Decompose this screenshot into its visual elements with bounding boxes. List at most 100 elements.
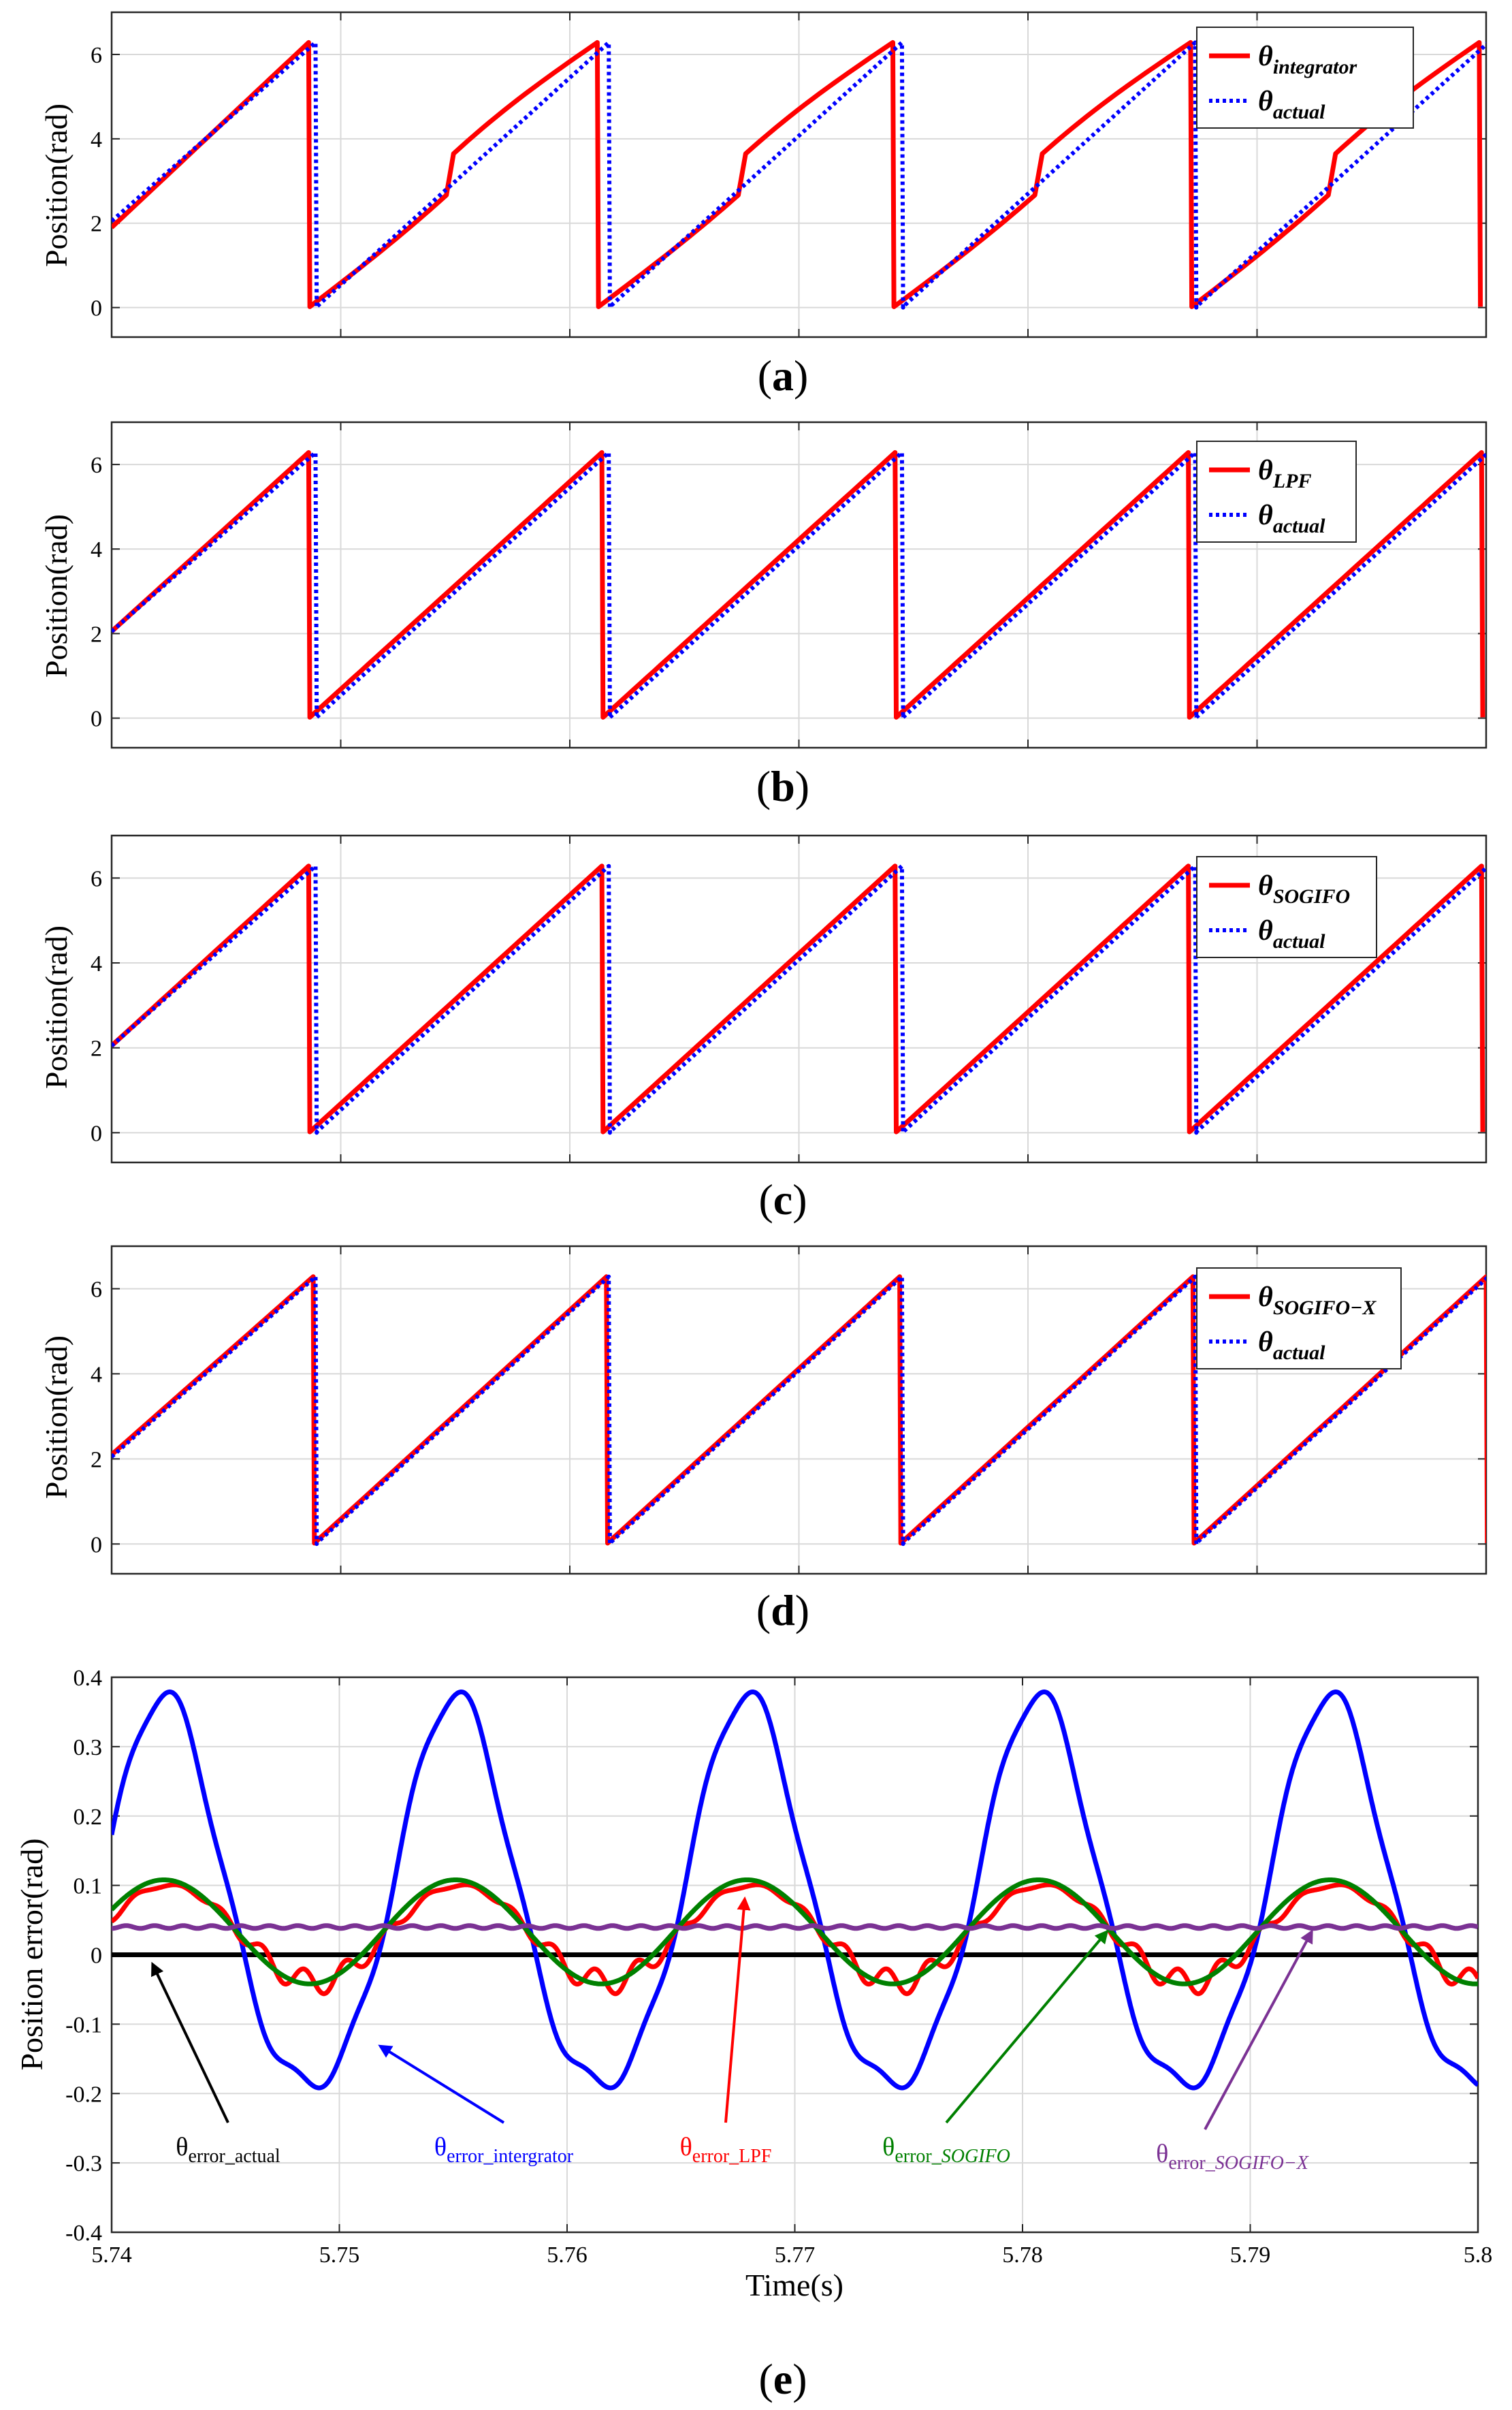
legend-symbol: θ [1258, 915, 1273, 947]
panel-e: -0.4 -0.3 -0.2 -0.1 0 0.1 0.2 0.3 0.4 5.74 5.75 5.7… [65, 1666, 1492, 2403]
ylabel-d: Position(rad) [39, 1335, 74, 1499]
annotation-label: θerror_SOGIFO [882, 2133, 1010, 2167]
ytick-label: 2 [91, 1447, 102, 1472]
legend-symbol: θ [1258, 1282, 1273, 1313]
series-layer [112, 39, 1486, 310]
caption-a: (a) [758, 351, 809, 400]
annotation-symbol: θ [882, 2133, 895, 2161]
ytick-label: 2 [91, 212, 102, 237]
xtick-label: 5.74 [91, 2242, 132, 2268]
annotation-symbol: θ [176, 2133, 188, 2161]
annotation-symbol: θ [434, 2133, 447, 2161]
series-θ_actual [112, 863, 1486, 1135]
legend-box [1196, 27, 1414, 129]
annotation-symbol: θ [1156, 2140, 1168, 2168]
caption-close: ) [792, 2355, 807, 2403]
ytick-label: -0.1 [65, 2012, 102, 2038]
annotation-arrow [378, 2044, 505, 2124]
ytick-label: 0 [91, 707, 102, 732]
caption-letter: b [771, 762, 795, 810]
annotation-subscript-italic: SOGIFO [942, 2146, 1010, 2167]
ytick-label: 6 [91, 866, 102, 891]
series-θ_actual [112, 40, 1486, 310]
annotation-arrow [724, 1896, 751, 2123]
legend-subscript: LPF [1272, 470, 1312, 492]
caption-open: ( [758, 2355, 773, 2403]
xtick-label: 5.8 [1464, 2242, 1493, 2268]
caption-open: ( [756, 762, 771, 810]
series-θ_LPF [112, 450, 1485, 720]
series-layer [112, 1690, 1478, 2091]
ytick-label: 0 [91, 1944, 102, 1969]
legend-symbol: θ [1258, 500, 1273, 531]
legend-subscript: SOGIFO [1273, 885, 1350, 908]
series-layer [112, 450, 1486, 720]
legend-symbol: θ [1258, 41, 1273, 72]
ytick-label: -0.4 [65, 2221, 102, 2246]
caption-e: (e) [758, 2355, 807, 2403]
legend-symbol: θ [1258, 86, 1273, 117]
legend-label: θSOGIFO−X [1258, 1282, 1377, 1319]
ytick-label: 2 [91, 622, 102, 647]
annotation-subscript: error_LPF [692, 2146, 772, 2167]
legend-subscript: integrator [1273, 56, 1357, 78]
ytick-label: 4 [91, 537, 102, 562]
ytick-label: 0 [91, 1532, 102, 1557]
annotation-label: θerror_SOGIFO−X [1156, 2140, 1309, 2174]
annotation-arrow [151, 1961, 229, 2123]
caption-c: (c) [758, 1175, 807, 1224]
annotation-subscript: error_intergrator [447, 2146, 574, 2167]
caption-b: (b) [756, 762, 809, 810]
ytick-label: 6 [91, 1277, 102, 1302]
legend-label: θactual [1258, 915, 1325, 953]
ytick-label: 2 [91, 1036, 102, 1062]
annotation-subscript-italic: SOGIFO−X [1215, 2153, 1309, 2174]
series-θerror_SOGIFO [112, 1877, 1478, 1986]
caption-open: ( [756, 1586, 771, 1634]
caption-letter: d [771, 1586, 795, 1634]
ytick-label: 4 [91, 127, 102, 153]
caption-letter: e [773, 2355, 792, 2403]
legend-label: θactual [1258, 86, 1325, 123]
legend-label: θSOGIFO [1258, 870, 1350, 908]
annotation-label: θerror_actual [176, 2133, 280, 2167]
annotation-subscript: error_actual [188, 2146, 280, 2167]
legend-symbol: θ [1258, 870, 1273, 902]
legend-label: θLPF [1258, 455, 1311, 492]
ytick-label: 0 [91, 296, 102, 321]
series-θerror_SOGIFO−X [112, 1923, 1478, 1931]
xtick-label: 5.79 [1230, 2242, 1271, 2268]
caption-open: ( [758, 1175, 773, 1224]
annotation-symbol: θ [680, 2133, 692, 2161]
annotation-label: θerror_LPF [680, 2133, 772, 2167]
ylabel-a: Position(rad) [39, 104, 74, 267]
legend-label: θactual [1258, 500, 1325, 537]
grid [111, 422, 1487, 748]
annotation-subscript: error_ [895, 2146, 942, 2167]
caption-open: ( [758, 351, 772, 400]
xtick-label: 5.77 [775, 2242, 816, 2268]
legend-subscript: actual [1273, 101, 1325, 123]
xlabel-e: Time(s) [745, 2268, 843, 2302]
caption-letter: a [772, 351, 794, 400]
caption-letter: c [773, 1175, 792, 1224]
series-θerror_intergrator [112, 1690, 1478, 2091]
legend-subscript: actual [1273, 1342, 1325, 1364]
ytick-label: 4 [91, 951, 102, 977]
ytick-label: 4 [91, 1362, 102, 1387]
legend-label: θactual [1258, 1327, 1325, 1364]
ytick-label: -0.2 [65, 2082, 102, 2107]
ylabel-c: Position(rad) [39, 925, 74, 1089]
caption-d: (d) [756, 1586, 809, 1634]
legend-box [1196, 856, 1377, 958]
xtick-label: 5.75 [319, 2242, 360, 2268]
series-layer [112, 1274, 1486, 1547]
caption-close: ) [794, 351, 808, 400]
ytick-label: 6 [91, 453, 102, 478]
legend-symbol: θ [1258, 1327, 1273, 1358]
